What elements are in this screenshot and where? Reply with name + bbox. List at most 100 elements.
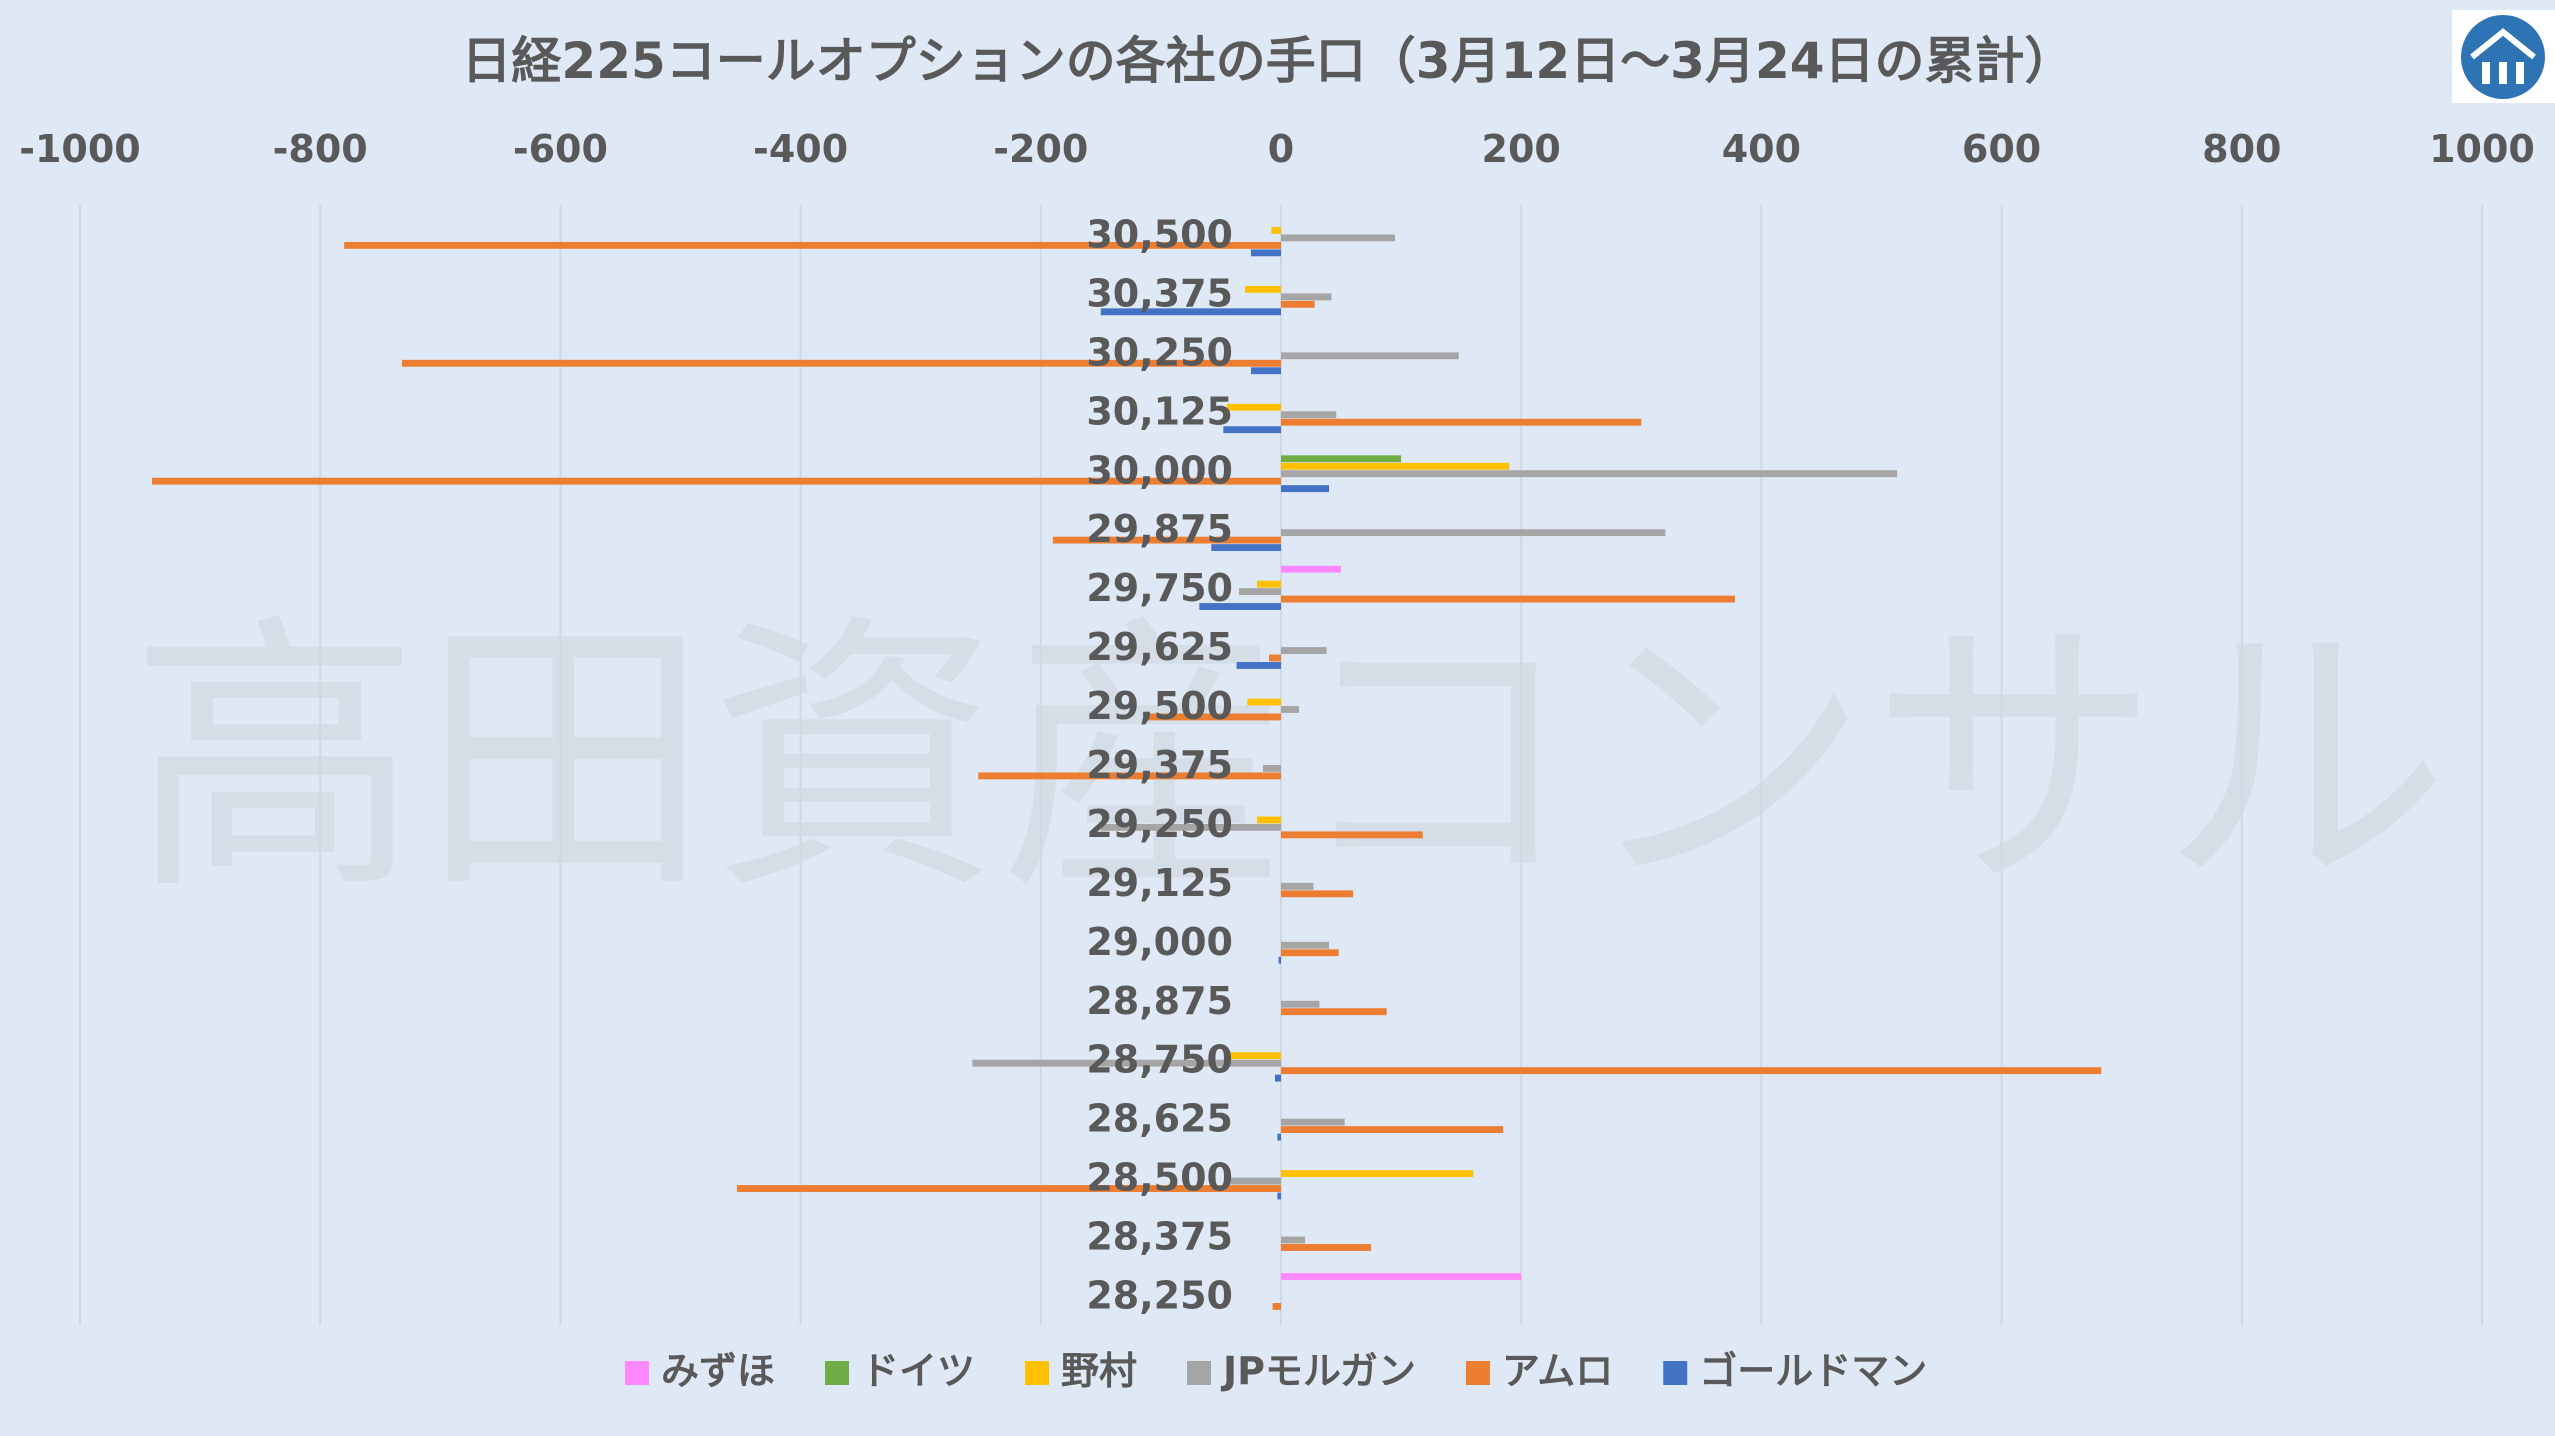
category-label: 29,000 bbox=[1086, 920, 1233, 964]
bar-JPモルガン-30,500 bbox=[1281, 234, 1396, 242]
legend-label: ドイツ bbox=[861, 1349, 975, 1393]
category-label: 29,625 bbox=[1086, 625, 1233, 669]
legend: みずほ ドイツ 野村 JPモルガン アムロ ゴールドマン bbox=[625, 1349, 1927, 1393]
bar-野村-29,750 bbox=[1256, 580, 1281, 588]
category-label: 29,375 bbox=[1086, 743, 1233, 787]
bar-アムロ-29,250 bbox=[1281, 831, 1423, 839]
bar-JPモルガン-28,750 bbox=[972, 1059, 1281, 1067]
bar-JPモルガン-29,500 bbox=[1281, 706, 1300, 713]
category-label: 30,250 bbox=[1086, 330, 1233, 374]
bar-JPモルガン-28,625 bbox=[1281, 1118, 1345, 1126]
bar-アムロ-30,250 bbox=[401, 359, 1281, 367]
legend-label: みずほ bbox=[661, 1349, 775, 1393]
chart-title: 日経225コールオプションの各社の手口（3月12日～3月24日の累計） bbox=[461, 32, 2074, 90]
category-label: 29,500 bbox=[1086, 684, 1233, 728]
bar-ゴールドマン-29,000 bbox=[1278, 956, 1281, 964]
legend-label: アムロ bbox=[1502, 1349, 1613, 1393]
x-tick-label: 400 bbox=[1722, 127, 1801, 171]
bar-ゴールドマン-28,625 bbox=[1277, 1133, 1281, 1141]
bar-アムロ-29,750 bbox=[1281, 595, 1735, 603]
bar-野村-30,500 bbox=[1271, 227, 1281, 234]
bar-JPモルガン-29,875 bbox=[1281, 529, 1666, 537]
category-label: 28,250 bbox=[1086, 1274, 1233, 1318]
bar-みずほ-29,750 bbox=[1281, 565, 1342, 573]
category-label: 28,625 bbox=[1086, 1097, 1233, 1141]
bar-野村-30,125 bbox=[1226, 403, 1281, 411]
category-label: 28,750 bbox=[1086, 1038, 1233, 1082]
watermark-text: 高田資産コンサル bbox=[130, 592, 2450, 929]
bar-JPモルガン-28,875 bbox=[1281, 1000, 1320, 1008]
category-label: 29,125 bbox=[1086, 861, 1233, 905]
bar-アムロ-29,625 bbox=[1268, 654, 1281, 662]
bar-JPモルガン-30,250 bbox=[1281, 352, 1459, 360]
bar-JPモルガン-29,375 bbox=[1262, 765, 1281, 772]
legend-swatch bbox=[1465, 1361, 1490, 1385]
bar-JPモルガン-29,750 bbox=[1238, 588, 1281, 596]
x-tick-label: -400 bbox=[753, 127, 848, 171]
bar-ドイツ-30,000 bbox=[1281, 455, 1402, 463]
bar-JPモルガン-29,625 bbox=[1281, 647, 1327, 654]
bar-ゴールドマン-29,875 bbox=[1211, 544, 1281, 552]
legend-label: 野村 bbox=[1061, 1349, 1137, 1393]
bar-アムロ-28,500 bbox=[736, 1185, 1281, 1192]
category-label: 30,000 bbox=[1086, 448, 1233, 492]
x-tick-label: 0 bbox=[1268, 127, 1294, 171]
bar-アムロ-29,875 bbox=[1052, 536, 1281, 544]
legend-swatch bbox=[1025, 1361, 1050, 1385]
bar-野村-28,500 bbox=[1281, 1170, 1474, 1178]
bar-JPモルガン-29,250 bbox=[1100, 823, 1281, 831]
bars bbox=[152, 227, 2102, 1310]
bar-野村-28,750 bbox=[1226, 1052, 1281, 1060]
x-tick-label: 200 bbox=[1482, 127, 1561, 171]
bar-アムロ-30,000 bbox=[152, 477, 1281, 485]
legend-label: ゴールドマン bbox=[1699, 1349, 1927, 1393]
bar-野村-29,500 bbox=[1247, 698, 1281, 706]
x-tick-label: -1000 bbox=[19, 127, 141, 171]
bar-JPモルガン-30,125 bbox=[1281, 411, 1337, 419]
legend-swatch bbox=[825, 1361, 850, 1385]
bar-JPモルガン-30,000 bbox=[1281, 470, 1898, 478]
bar-ゴールドマン-30,250 bbox=[1250, 367, 1281, 375]
category-labels: 30,500 30,375 30,250 30,125 30,000 29,875 29,7… bbox=[1086, 212, 1233, 1317]
bar-JPモルガン-28,500 bbox=[1226, 1177, 1281, 1185]
bar-アムロ-28,250 bbox=[1272, 1302, 1281, 1310]
bar-アムロ-29,125 bbox=[1281, 890, 1354, 898]
bar-JPモルガン-30,375 bbox=[1281, 293, 1332, 301]
x-tick-label: 1000 bbox=[2429, 127, 2535, 171]
x-tick-label: -600 bbox=[513, 127, 608, 171]
bar-JPモルガン-29,125 bbox=[1281, 882, 1314, 890]
legend-swatch bbox=[1187, 1361, 1212, 1385]
bar-ゴールドマン-28,500 bbox=[1277, 1192, 1281, 1200]
bar-ゴールドマン-28,750 bbox=[1274, 1074, 1281, 1082]
x-tick-label: 600 bbox=[1962, 127, 2041, 171]
bar-野村-30,375 bbox=[1244, 285, 1281, 293]
bar-みずほ-28,250 bbox=[1281, 1273, 1522, 1280]
category-label: 28,500 bbox=[1086, 1156, 1233, 1200]
category-label: 29,875 bbox=[1086, 507, 1233, 551]
bar-ゴールドマン-30,375 bbox=[1100, 308, 1281, 316]
category-label: 30,125 bbox=[1086, 389, 1233, 433]
bar-アムロ-28,375 bbox=[1281, 1244, 1372, 1251]
bar-JPモルガン-28,375 bbox=[1281, 1236, 1306, 1244]
bar-アムロ-30,125 bbox=[1281, 418, 1642, 426]
x-tick-label: -800 bbox=[273, 127, 368, 171]
legend-swatch bbox=[1663, 1361, 1688, 1385]
bar-ゴールドマン-29,750 bbox=[1199, 603, 1281, 610]
house-logo-icon bbox=[2452, 10, 2555, 103]
bar-アムロ-29,375 bbox=[978, 772, 1281, 780]
bar-野村-29,250 bbox=[1256, 816, 1281, 824]
legend-swatch bbox=[625, 1361, 649, 1385]
x-tick-label: -200 bbox=[993, 127, 1088, 171]
bar-アムロ-28,750 bbox=[1281, 1067, 2102, 1075]
x-tick-label: 800 bbox=[2202, 127, 2281, 171]
category-label: 29,250 bbox=[1086, 802, 1233, 846]
bar-野村-30,000 bbox=[1281, 462, 1510, 470]
bar-ゴールドマン-30,125 bbox=[1223, 426, 1281, 434]
bar-アムロ-29,500 bbox=[1146, 713, 1281, 721]
bar-ゴールドマン-30,000 bbox=[1281, 485, 1330, 493]
category-label: 30,500 bbox=[1086, 212, 1233, 256]
bar-アムロ-30,375 bbox=[1281, 300, 1315, 308]
bar-アムロ-28,875 bbox=[1281, 1008, 1387, 1016]
